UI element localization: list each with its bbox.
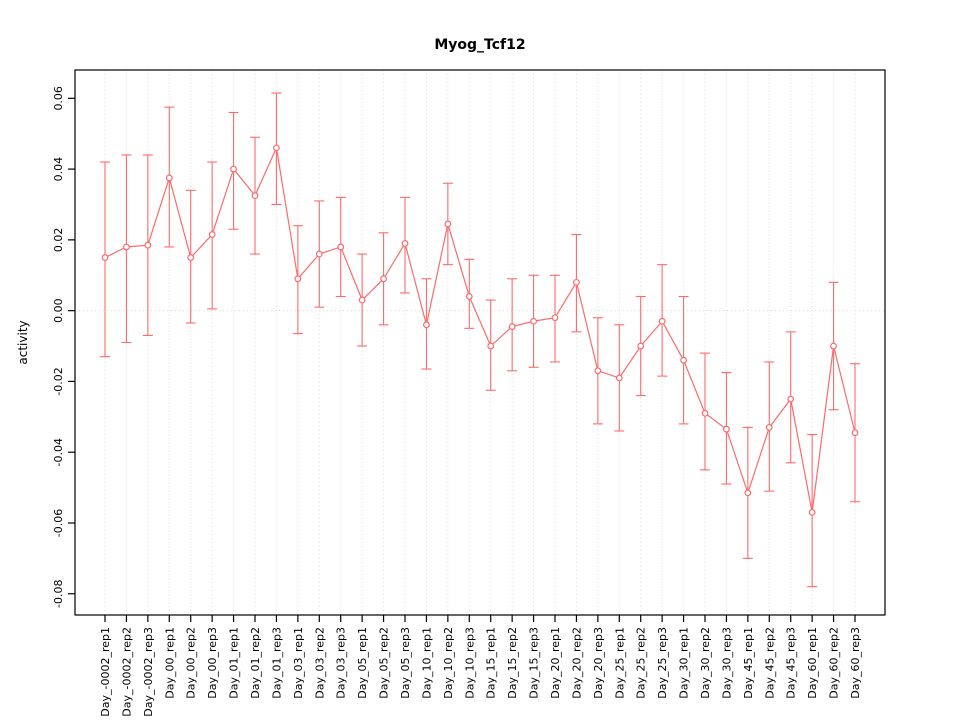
data-point	[787, 395, 795, 403]
data-point	[230, 165, 237, 173]
x-tick-label: Day_20_rep1	[549, 627, 562, 699]
y-tick-label: 0.02	[52, 228, 65, 253]
x-tick-label: Day_05_rep2	[378, 627, 391, 699]
x-tick-label: Day_05_rep1	[356, 627, 369, 699]
x-tick-label: Day_-0002_rep1	[99, 627, 112, 717]
y-tick-label: -0.08	[52, 580, 65, 608]
x-tick-label: Day_45_rep2	[763, 627, 776, 699]
plot-content: -0.08 -0.06 -0.04 -0.02 0.00 0.02 0.04 0.06 Day_…	[52, 69, 886, 717]
y-axis-label: activity	[16, 320, 30, 364]
data-point	[423, 321, 430, 329]
data-point	[444, 220, 452, 228]
data-point	[187, 254, 195, 261]
data-point	[615, 374, 623, 382]
x-tick-label: Day_01_rep1	[228, 627, 241, 699]
data-point	[830, 342, 837, 350]
data-point	[273, 144, 280, 152]
x-tick-label: Day_03_rep2	[313, 627, 326, 699]
data-point	[701, 409, 709, 417]
x-tick-label: Day_00_rep3	[206, 627, 219, 699]
data-point	[358, 296, 366, 304]
data-point	[123, 243, 130, 251]
x-tick-label: Day_60_rep2	[828, 627, 841, 699]
data-point	[530, 317, 537, 325]
x-tick-label: Day_45_rep3	[785, 627, 798, 699]
series-line	[104, 145, 856, 513]
data-point	[315, 250, 323, 258]
x-tick-label: Day_15_rep2	[506, 627, 519, 699]
x-tick-label: Day_60_rep3	[849, 627, 862, 699]
x-tick-label: Day_30_rep1	[678, 627, 691, 699]
data-point	[144, 241, 152, 249]
data-point	[401, 240, 409, 247]
y-tick-label: -0.02	[52, 367, 65, 395]
data-point	[594, 367, 602, 375]
data-point	[487, 342, 495, 350]
x-tick-label: Day_20_rep3	[592, 627, 605, 699]
data-point	[851, 429, 859, 437]
x-tick-label: Day_30_rep3	[720, 627, 733, 699]
data-point	[294, 275, 302, 283]
x-tick-label: Day_25_rep3	[656, 627, 669, 699]
x-tick-label: Day_60_rep1	[806, 627, 819, 699]
data-point	[658, 317, 666, 325]
x-tick-label: Day_10_rep2	[442, 627, 455, 699]
x-tick-label: Day_00_rep1	[163, 627, 176, 699]
x-tick-label: Day_-0002_rep3	[142, 627, 155, 717]
x-tick-label: Day_45_rep1	[742, 627, 755, 699]
x-tick-label: Day_05_rep3	[399, 627, 412, 699]
x-tick-label: Day_15_rep1	[485, 627, 498, 699]
x-tick-label: Day_30_rep2	[699, 627, 712, 699]
x-tick-label: Day_01_rep2	[249, 627, 262, 699]
x-tick-label: Day_-0002_rep2	[120, 627, 133, 717]
data-point	[380, 275, 387, 283]
data-point	[165, 174, 173, 182]
x-tick-label: Day_03_rep1	[292, 627, 305, 699]
plot-box	[74, 69, 886, 616]
chart-title: Myog_Tcf12	[434, 37, 525, 53]
x-tick-label: Day_03_rep3	[335, 627, 348, 699]
x-tick-label: Day_15_rep3	[528, 627, 541, 699]
y-tick-label: 0.00	[52, 298, 65, 323]
x-tick-label: Day_10_rep1	[420, 627, 433, 699]
data-point	[337, 243, 345, 251]
x-tick-label: Day_25_rep2	[635, 627, 648, 699]
data-point	[573, 278, 580, 286]
y-tick-label: -0.04	[52, 438, 65, 466]
x-tick-label: Day_10_rep3	[463, 627, 476, 699]
data-point	[723, 425, 730, 433]
data-point	[765, 424, 773, 431]
data-point	[551, 314, 559, 322]
y-tick-label: -0.06	[52, 509, 65, 537]
data-point	[744, 489, 752, 497]
x-tick-label: Day_20_rep2	[570, 627, 583, 699]
data-point	[251, 192, 259, 200]
x-tick-label: Day_25_rep1	[613, 627, 626, 699]
data-point	[465, 293, 473, 300]
data-point	[208, 231, 216, 238]
x-tick-label: Day_00_rep2	[185, 627, 198, 699]
data-point	[101, 254, 109, 261]
y-tick-label: 0.04	[52, 157, 65, 182]
data-point	[680, 356, 687, 364]
x-tick-label: Day_01_rep3	[270, 627, 283, 699]
data-point	[637, 342, 645, 350]
data-point	[808, 508, 816, 516]
y-tick-label: 0.06	[52, 86, 65, 111]
data-point	[508, 323, 516, 330]
